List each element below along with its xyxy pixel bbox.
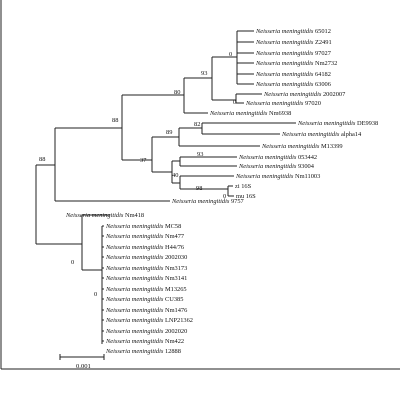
taxon-label: Neisseria meningitidis 93004 [238, 163, 315, 170]
support-value: 0 [223, 193, 226, 200]
taxon-label: Neisseria meningitidis 63006 [255, 81, 331, 88]
support-value: 88 [39, 156, 45, 163]
taxon-label: Neisseria meningitidis Nm477 [105, 233, 185, 240]
taxon-label: Neisseria meningitidis MC58 [105, 223, 181, 230]
taxon-label: Neisseria meningitidis LNP21362 [105, 317, 193, 324]
support-value: 82 [194, 121, 200, 128]
support-values: 0 93 0 80 88 82 89 93 37 98 0 40 88 0 0 [39, 51, 236, 298]
support-value: 0 [229, 51, 232, 58]
taxon-label: mu 16S [236, 193, 256, 200]
support-value: 88 [112, 117, 118, 124]
support-value: 98 [196, 185, 202, 192]
support-value: 93 [201, 70, 207, 77]
taxon-label: Neisseria meningitidis CU385 [105, 296, 183, 303]
scale-bar: 0.001 [59, 354, 105, 370]
support-value: 40 [172, 172, 178, 179]
taxon-label: Neisseria meningitidis 2002020 [105, 328, 187, 335]
taxon-label: Neisseria meningitidis Nm3173 [105, 265, 187, 272]
taxon-label: Neisseria meningitidis 2002007 [263, 91, 346, 98]
taxon-label: Neisseria meningitidis DE9938 [297, 120, 378, 127]
taxon-label: Neisseria meningitidis Nm422 [105, 338, 184, 345]
support-value: 93 [197, 151, 203, 158]
taxon-label: Neisseria meningitidis Nm2732 [255, 60, 337, 67]
support-value: 89 [166, 129, 172, 136]
taxon-labels: Neisseria meningitidis 65012 Neisseria m… [65, 28, 378, 355]
tree-branches [35, 30, 296, 344]
support-value: 0 [233, 99, 236, 106]
taxon-label: Neisseria meningitidis 65012 [255, 28, 331, 35]
taxon-label: Neisseria meningitidis M13399 [261, 143, 343, 150]
support-value: 37 [140, 157, 147, 164]
taxon-label: Neisseria meningitidis alpha14 [281, 131, 362, 138]
support-value: 80 [174, 89, 180, 96]
taxon-label: Neisseria meningitidis 97020 [245, 100, 321, 107]
taxon-label: Neisseria meningitidis 64182 [255, 71, 331, 78]
scale-bar-label: 0.001 [76, 363, 91, 370]
taxon-label: zi 16S [235, 183, 252, 190]
taxon-label: Neisseria meningitidis Nm11003 [235, 173, 320, 180]
support-value: 0 [94, 291, 97, 298]
taxon-label: Neisseria meningitidis 9757 [171, 198, 245, 205]
taxon-label: Neisseria meningitidis Nm1476 [105, 307, 187, 314]
taxon-label: Neisseria meningitidis 053442 [238, 154, 317, 161]
taxon-label: Neisseria meningitidis Nm6938 [209, 110, 291, 117]
taxon-label: Neisseria meningitidis 12888 [105, 348, 181, 355]
taxon-label: Neisseria meningitidis M13265 [105, 286, 187, 293]
support-value: 0 [71, 259, 74, 266]
taxon-label: Neisseria meningitidis 97027 [255, 50, 332, 57]
taxon-label: Neisseria meningitidis 2002030 [105, 254, 187, 261]
taxon-label: Neisseria meningitidis Nm3141 [105, 275, 187, 282]
taxon-label: Neisseria meningitidis H44/76 [105, 244, 184, 251]
taxon-label: Neisseria meningitidis Nm418 [65, 212, 144, 219]
taxon-label: Neisseria meningitidis Z2491 [255, 39, 332, 46]
